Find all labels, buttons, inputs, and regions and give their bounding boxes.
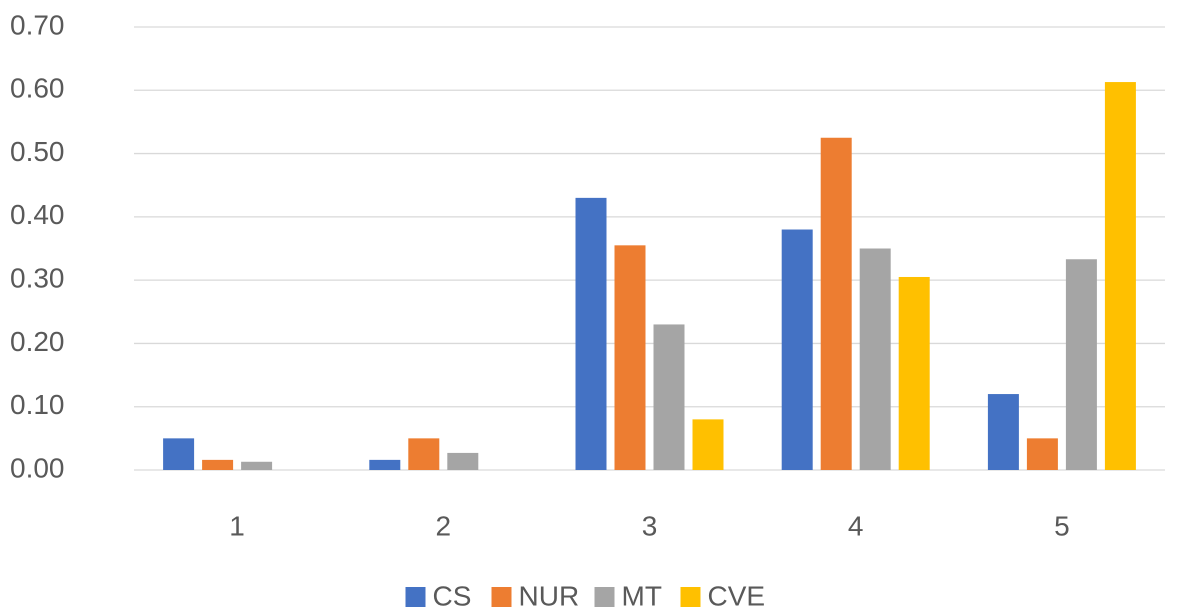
- bar: [163, 438, 195, 470]
- y-tick-label: 0.70: [10, 9, 65, 40]
- bar: [614, 245, 646, 470]
- bar: [692, 419, 724, 470]
- legend-swatch: [405, 587, 426, 607]
- y-tick-label: 0.00: [10, 452, 65, 483]
- y-tick-label: 0.40: [10, 199, 65, 230]
- legend-label: MT: [622, 580, 662, 611]
- bar: [1065, 259, 1097, 470]
- legend-label: CS: [433, 580, 472, 611]
- bar: [241, 461, 273, 470]
- bar: [1026, 438, 1058, 470]
- bar: [447, 452, 479, 470]
- legend-swatch: [680, 587, 701, 607]
- bar: [898, 276, 930, 470]
- bar: [408, 438, 440, 470]
- bar: [1104, 82, 1136, 471]
- x-tick-label: 4: [848, 510, 864, 541]
- y-tick-label: 0.30: [10, 263, 65, 294]
- bar: [202, 459, 234, 470]
- x-tick-label: 3: [642, 510, 658, 541]
- y-tick-label: 0.20: [10, 326, 65, 357]
- x-tick-label: 1: [229, 510, 245, 541]
- y-tick-label: 0.50: [10, 136, 65, 167]
- legend-label: NUR: [519, 580, 580, 611]
- bar: [369, 459, 401, 470]
- bar: [859, 248, 891, 470]
- bar: [820, 137, 852, 470]
- y-tick-label: 0.10: [10, 389, 65, 420]
- legend-swatch: [491, 587, 512, 607]
- bar: [987, 394, 1019, 470]
- bar: [575, 197, 607, 470]
- y-tick-label: 0.60: [10, 73, 65, 104]
- bar: [653, 324, 685, 470]
- x-tick-label: 5: [1054, 510, 1070, 541]
- bar: [781, 229, 813, 470]
- legend-label: CVE: [708, 580, 766, 611]
- x-tick-label: 2: [436, 510, 452, 541]
- legend-swatch: [594, 587, 615, 607]
